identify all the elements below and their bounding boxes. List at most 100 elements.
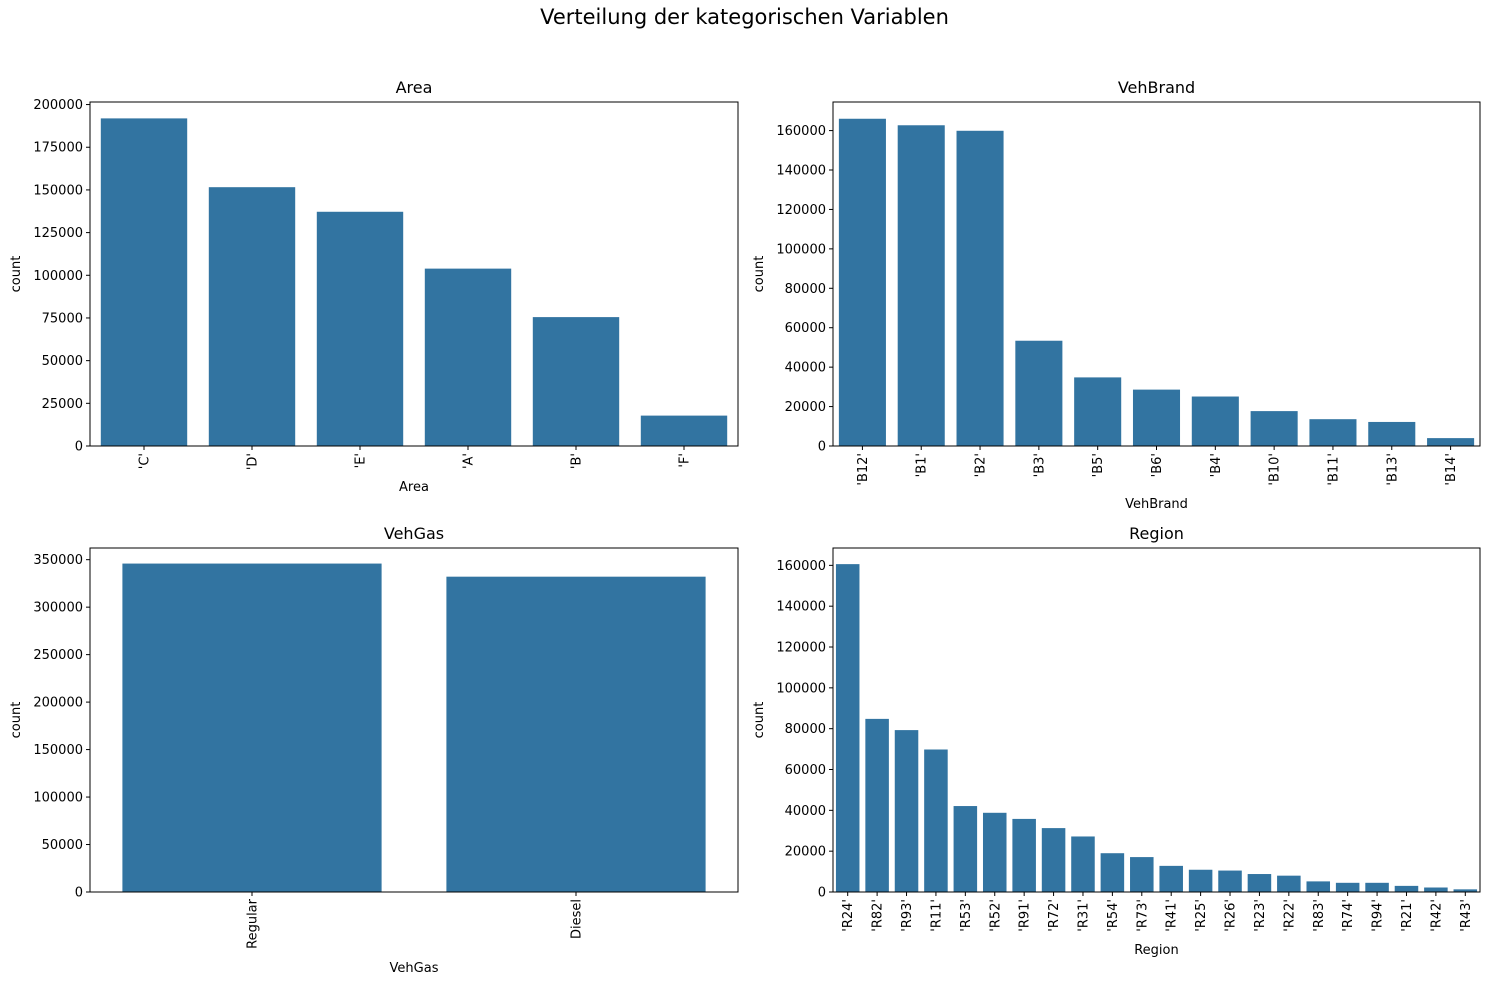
y-tick-label: 350000 [33, 553, 83, 568]
y-tick-label: 20000 [785, 400, 826, 415]
bar [640, 415, 728, 446]
x-tick-label: 'R25' [1194, 899, 1209, 932]
x-axis-label: Region [1134, 943, 1179, 958]
x-tick-label: 'R72' [1047, 899, 1062, 932]
y-axis-label: count [9, 256, 24, 293]
y-tick-label: 175000 [33, 141, 83, 156]
bar [1074, 377, 1122, 446]
x-tick-label: 'A' [462, 453, 477, 469]
subplot-2: 0 20000 40000 60000 80000 100000 120000 140000 1… [752, 78, 1481, 512]
x-tick-label: 'B12' [856, 453, 871, 486]
x-tick-label: Regular [246, 898, 261, 949]
subplot-title: Area [396, 78, 433, 97]
bar [1453, 889, 1478, 892]
y-tick-label: 40000 [785, 361, 826, 376]
x-axis-label: Area [399, 480, 429, 495]
y-tick-label: 150000 [33, 183, 83, 198]
x-tick-label: 'R73' [1135, 899, 1150, 932]
x-tick-label: 'R41' [1165, 899, 1180, 932]
y-tick-label: 60000 [785, 763, 826, 778]
bar [1100, 853, 1125, 892]
y-tick-label: 0 [75, 440, 83, 455]
y-tick-label: 120000 [776, 641, 826, 656]
bar [924, 749, 948, 892]
y-tick-label: 80000 [785, 722, 826, 737]
bar [1188, 869, 1213, 892]
bar [1394, 885, 1419, 892]
subplot-title: VehBrand [1118, 78, 1195, 97]
x-tick-label: 'R52' [988, 899, 1003, 932]
bar [1427, 438, 1475, 446]
x-tick-label: 'R94' [1371, 899, 1386, 932]
x-axis-label: VehBrand [1125, 497, 1188, 512]
x-tick-label: Diesel [570, 899, 585, 939]
x-tick-label: 'B10' [1268, 453, 1283, 486]
bar [316, 211, 404, 446]
bar [1277, 875, 1301, 892]
x-tick-label: 'R91' [1018, 899, 1033, 932]
y-axis-label: count [752, 702, 767, 739]
y-tick-label: 80000 [785, 282, 826, 297]
y-tick-label: 140000 [776, 164, 826, 179]
bar [1071, 836, 1095, 892]
x-tick-label: 'B6' [1150, 453, 1165, 477]
y-tick-label: 0 [75, 886, 83, 901]
bar [1424, 887, 1448, 892]
x-tick-label: 'R11' [929, 899, 944, 932]
y-tick-label: 200000 [33, 696, 83, 711]
y-tick-label: 0 [818, 886, 826, 901]
subplot-title: VehGas [384, 524, 444, 543]
subplot-1: 0 25000 50000 75000 100000 125000 150000 175000… [9, 78, 739, 495]
y-tick-label: 50000 [42, 354, 83, 369]
bar [1309, 419, 1357, 446]
bar [1218, 870, 1242, 892]
y-tick-label: 60000 [785, 321, 826, 336]
bar [953, 806, 978, 892]
y-tick-label: 200000 [33, 98, 83, 113]
x-tick-label: 'B13' [1385, 453, 1400, 486]
x-tick-label: 'R82' [871, 899, 886, 932]
y-tick-label: 150000 [33, 743, 83, 758]
y-tick-label: 0 [818, 440, 826, 455]
x-tick-label: 'R31' [1076, 899, 1091, 932]
subplot-4: 0 20000 40000 60000 80000 100000 120000 140000 1… [752, 524, 1481, 958]
bar [1368, 421, 1416, 446]
axes-frame [832, 547, 1481, 893]
bar [1335, 882, 1360, 892]
y-tick-label: 250000 [33, 648, 83, 663]
x-tick-label: 'R21' [1400, 899, 1415, 932]
bar [532, 317, 620, 446]
x-tick-label: 'B1' [915, 453, 930, 477]
x-tick-label: 'R26' [1224, 899, 1239, 932]
bar [1365, 882, 1389, 892]
y-tick-label: 75000 [42, 311, 83, 326]
x-tick-label: 'B5' [1091, 453, 1106, 477]
bar [208, 187, 296, 446]
y-tick-label: 120000 [776, 203, 826, 218]
bar [1306, 881, 1331, 892]
y-tick-label: 160000 [776, 124, 826, 139]
y-tick-label: 25000 [42, 397, 83, 412]
y-axis-label: count [752, 256, 767, 293]
x-tick-label: 'R83' [1312, 899, 1327, 932]
bar [865, 718, 889, 892]
bar [1159, 865, 1183, 892]
y-tick-label: 100000 [33, 269, 83, 284]
axes-frame [89, 101, 739, 447]
x-tick-label: 'B11' [1326, 453, 1341, 486]
figure-title: Verteilung der kategorischen Variablen [540, 5, 949, 29]
bar [446, 576, 706, 892]
bar [956, 130, 1004, 446]
bar [424, 268, 512, 446]
x-tick-label: 'R24' [841, 899, 856, 932]
x-tick-label: 'B3' [1032, 453, 1047, 477]
x-tick-label: 'C' [138, 453, 153, 469]
x-tick-label: 'R23' [1253, 899, 1268, 932]
x-tick-label: 'D' [246, 453, 261, 470]
bar [1250, 411, 1298, 446]
x-tick-label: 'B14' [1444, 453, 1459, 486]
x-tick-label: 'R54' [1106, 899, 1121, 932]
x-tick-label: 'E' [354, 453, 369, 468]
x-tick-label: 'R74' [1341, 899, 1356, 932]
y-tick-label: 100000 [776, 681, 826, 696]
